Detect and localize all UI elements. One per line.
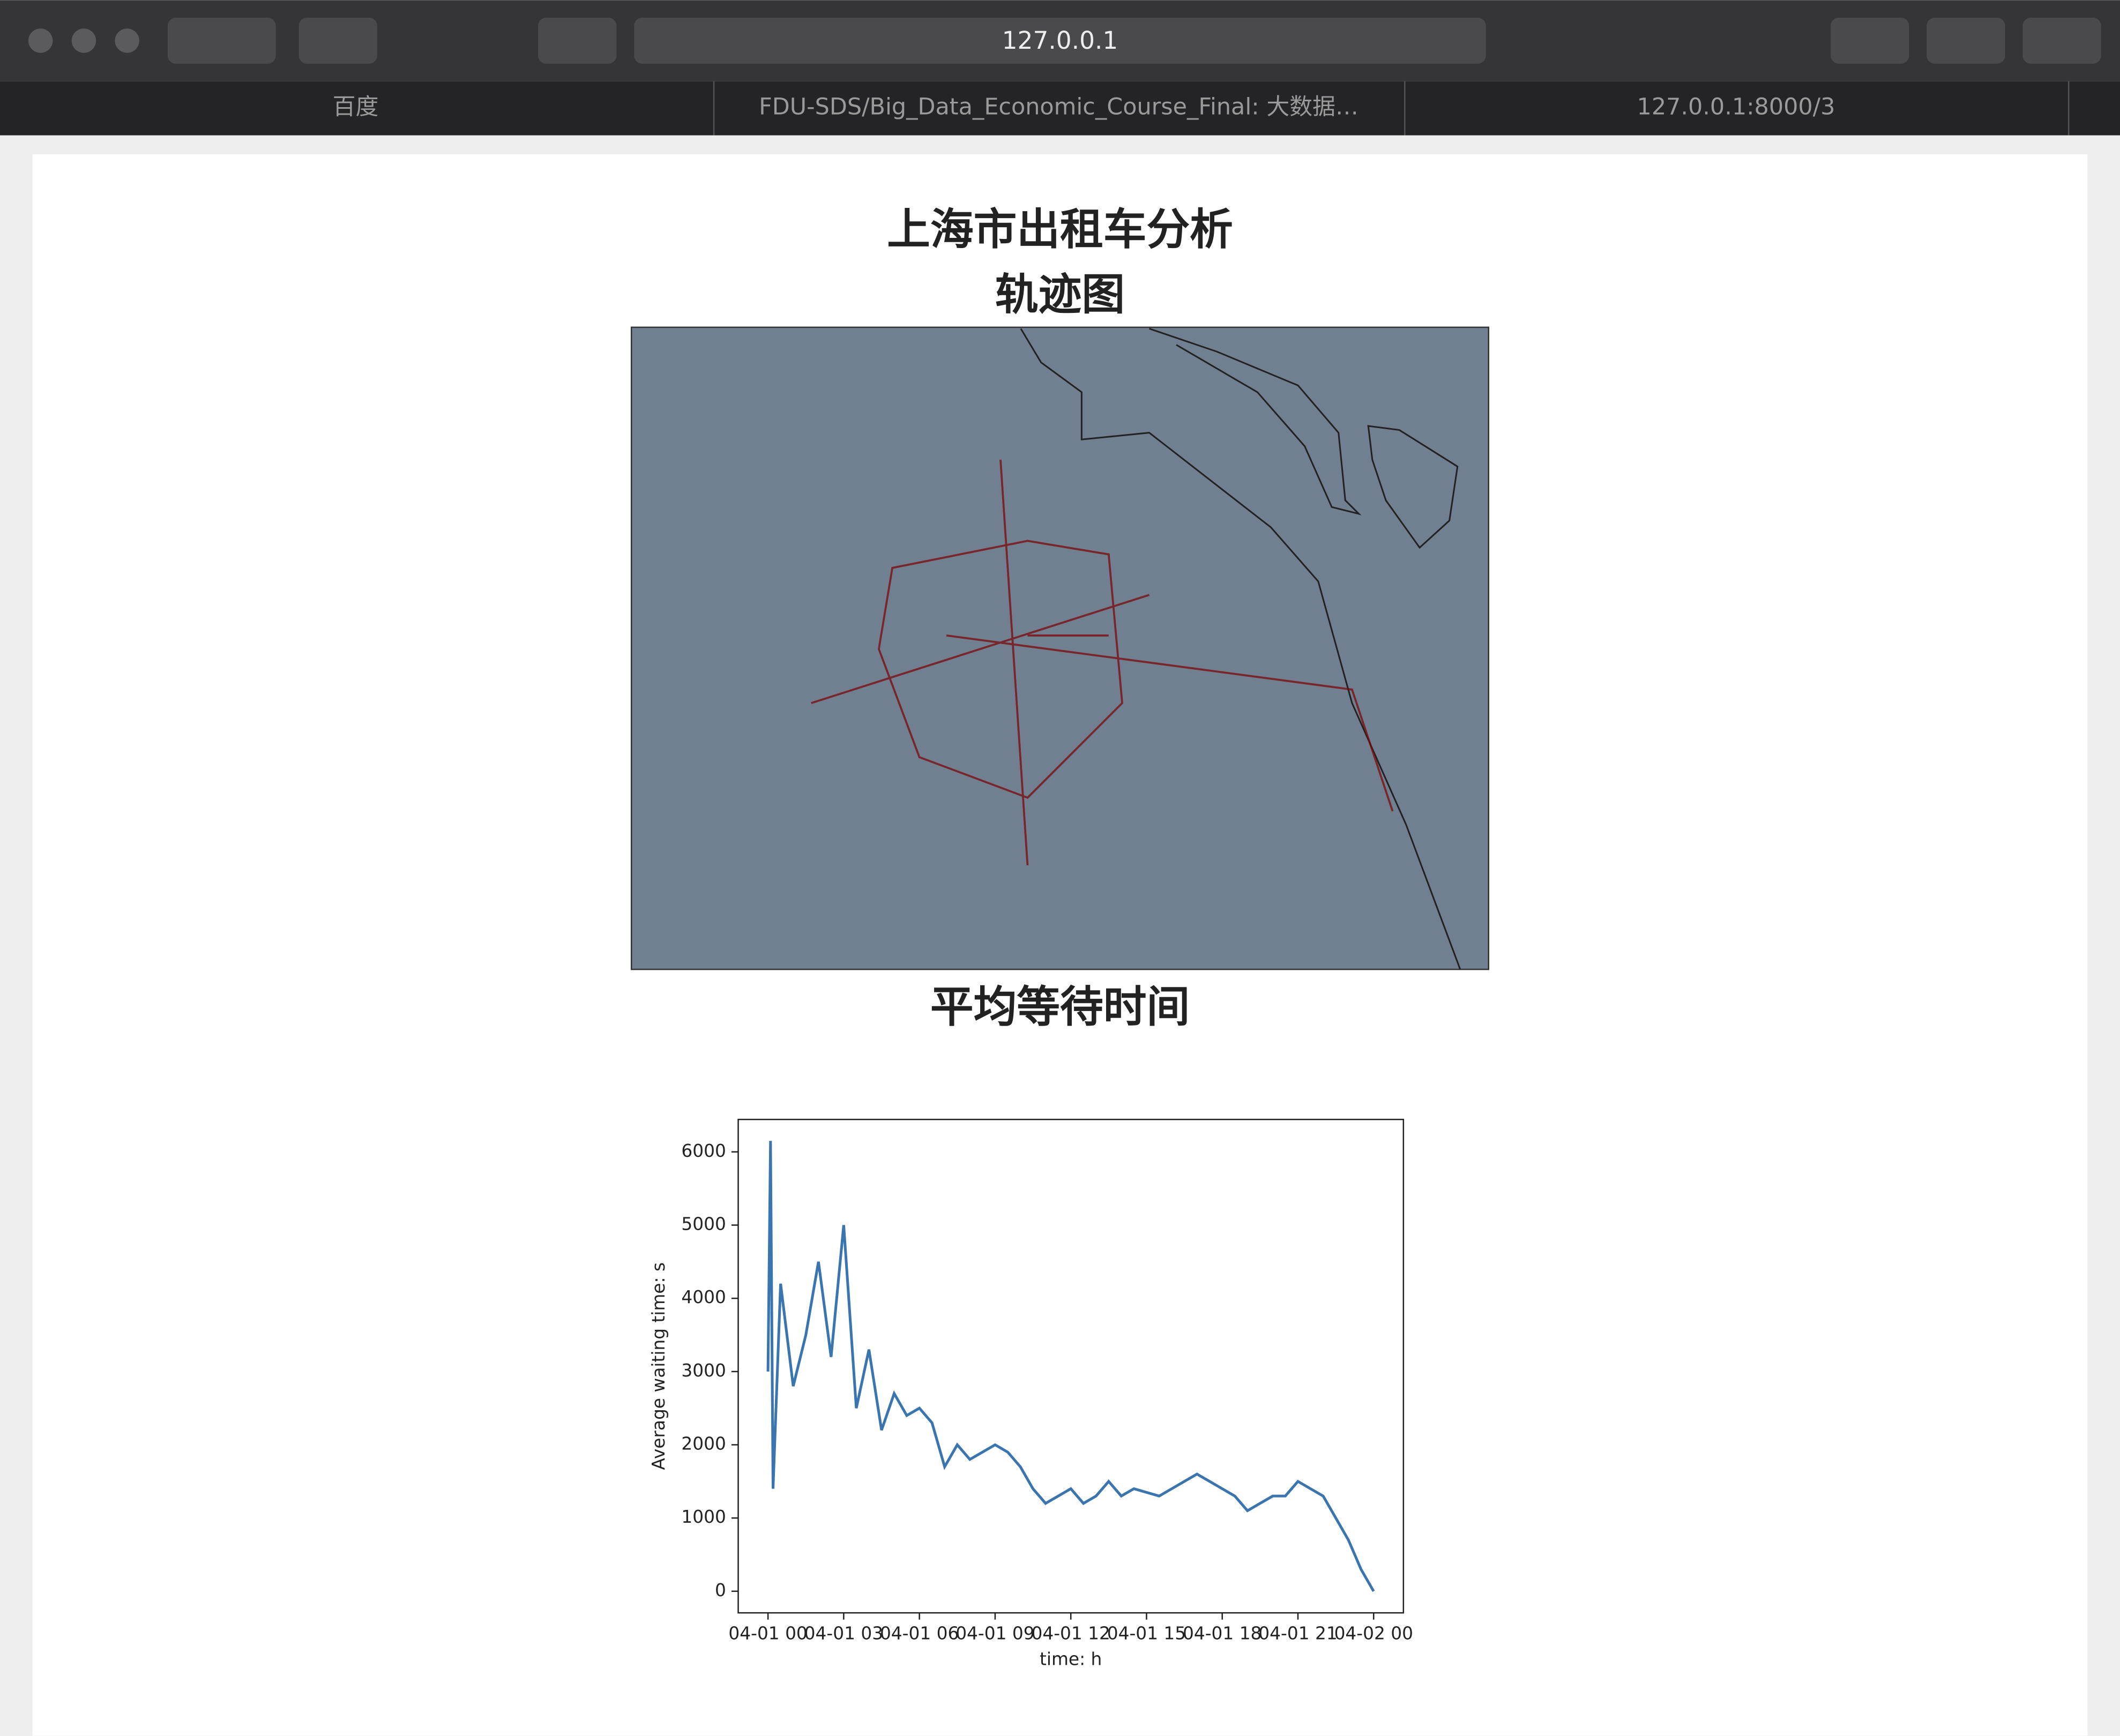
map-heading: 轨迹图 (995, 270, 1125, 320)
tab[interactable]: FDU-SDS/Big_Data_Economic_Course_Final: … (759, 94, 1358, 121)
address-bar[interactable] (634, 18, 1486, 64)
x-tick-label: 04-01 18 (1183, 1623, 1261, 1644)
island (1149, 327, 1362, 515)
y-tick-label: 3000 (681, 1360, 726, 1381)
x-tick-label: 04-01 00 (728, 1623, 807, 1644)
y-axis-label: Average waiting time: s (648, 1262, 669, 1470)
window-button[interactable] (71, 28, 96, 53)
data-line (766, 1141, 1375, 1592)
tab-bar (0, 81, 2120, 136)
x-tick-label: 04-01 09 (956, 1623, 1034, 1644)
y-tick-label: 4000 (681, 1287, 726, 1307)
tabs-button[interactable] (2022, 18, 2101, 64)
tab[interactable]: 127.0.0.1:8000/3 (1637, 94, 1835, 121)
x-tick-label: 04-01 06 (880, 1623, 959, 1644)
coastline (1020, 328, 1461, 970)
page-title: 上海市出租车分析 (887, 205, 1233, 255)
tab[interactable]: 百度 (333, 94, 379, 121)
x-axis-label: time: h (1040, 1649, 1102, 1669)
x-tick-label: 04-01 03 (804, 1623, 883, 1644)
y-tick-label: 2000 (681, 1433, 726, 1454)
map-background (630, 326, 1490, 970)
x-tick-label: 04-01 12 (1031, 1623, 1110, 1644)
island (1367, 425, 1459, 549)
trajectories (811, 459, 1394, 866)
window-button[interactable] (115, 28, 139, 53)
x-tick-label: 04-01 15 (1107, 1623, 1186, 1644)
x-tick-label: 04-01 21 (1258, 1623, 1337, 1644)
chart-heading: 平均等待时间 (930, 982, 1190, 1032)
window-button[interactable] (28, 28, 53, 53)
y-tick-label: 6000 (681, 1141, 726, 1161)
share-button[interactable] (538, 18, 617, 64)
x-tick-label: 04-02 00 (1334, 1623, 1413, 1644)
y-tick-label: 5000 (681, 1214, 726, 1234)
share-button[interactable] (1927, 18, 2005, 64)
url: 127.0.0.1 (1002, 26, 1118, 55)
nav-buttons[interactable] (167, 18, 276, 64)
sidebar-button[interactable] (298, 18, 377, 64)
y-tick-label: 0 (715, 1580, 726, 1600)
trajectory-map (630, 326, 1490, 970)
y-tick-label: 1000 (681, 1507, 726, 1527)
download-button[interactable] (1831, 18, 1909, 64)
